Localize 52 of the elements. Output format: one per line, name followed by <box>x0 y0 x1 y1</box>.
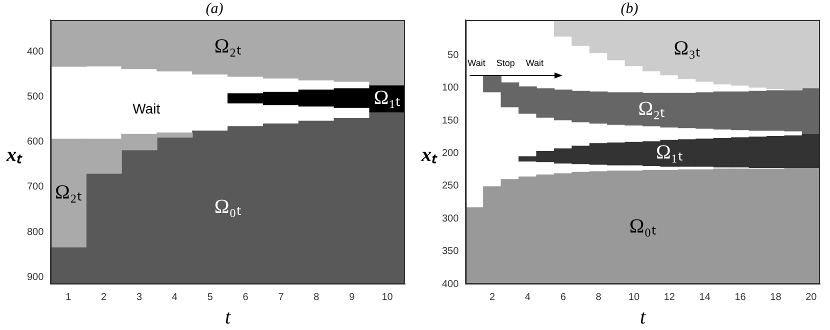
series-label: Ω₃ₜ <box>674 38 701 60</box>
x-tick-label: 16 <box>734 292 746 303</box>
y-tick-label: 400 <box>26 46 44 58</box>
x-tick-label: 9 <box>349 292 356 303</box>
x-tick-label: 2 <box>101 292 108 303</box>
series-label: Ω₀ₜ <box>214 196 242 218</box>
annotation: Wait <box>526 58 544 68</box>
x-tick-label: 3 <box>136 292 142 303</box>
series-label: Ω₁ₜ <box>656 142 683 164</box>
x-tick-label: 10 <box>382 292 394 303</box>
x-tick-label: 20 <box>806 292 818 303</box>
y-tick-label: 350 <box>442 246 460 258</box>
chart-title: (b) <box>620 0 638 17</box>
annotation: Wait <box>132 100 160 117</box>
chart-title: (a) <box>206 0 224 17</box>
x-tick-label: 4 <box>524 292 531 303</box>
y-tick-label: 600 <box>26 136 44 148</box>
y-axis-title: xₜ <box>6 144 22 166</box>
series-label: Ω₁ₜ <box>374 86 401 109</box>
x-tick-label: 8 <box>314 292 320 303</box>
y-tick-label: 100 <box>442 82 460 94</box>
y-tick-label: 900 <box>26 272 44 283</box>
y-tick-label: 300 <box>442 213 460 224</box>
series-label: Ω₂ₜ <box>214 35 242 58</box>
y-tick-label: 800 <box>26 226 44 238</box>
x-tick-label: 18 <box>770 292 782 303</box>
x-tick-label: 5 <box>207 292 214 303</box>
series-label: Ω₂ₜ <box>638 98 666 120</box>
x-tick-label: 4 <box>172 292 178 303</box>
y-tick-label: 150 <box>442 115 460 126</box>
y-tick-label: 400 <box>442 278 460 290</box>
x-tick-label: 7 <box>278 292 284 303</box>
x-tick-label: 8 <box>596 292 602 303</box>
x-axis-title: t <box>640 306 646 328</box>
series-label: Ω₀ₜ <box>629 216 656 238</box>
x-tick-label: 10 <box>628 292 640 303</box>
series-label: Ω₂ₜ <box>54 181 82 204</box>
x-tick-label: 12 <box>664 292 676 303</box>
y-tick-label: 200 <box>442 148 460 160</box>
x-axis-title: t <box>225 306 232 328</box>
x-tick-label: 6 <box>242 292 249 303</box>
y-axis-title: xₜ <box>420 144 438 166</box>
x-tick-label: 1 <box>66 292 72 303</box>
annotation: Wait <box>468 58 486 68</box>
y-tick-label: 250 <box>442 180 460 192</box>
x-tick-label: 6 <box>560 292 566 303</box>
x-tick-label: 14 <box>699 292 711 303</box>
y-tick-label: 500 <box>26 91 44 102</box>
x-tick-label: 2 <box>489 292 496 303</box>
y-tick-label: 700 <box>26 182 44 193</box>
annotation: Stop <box>496 58 515 68</box>
y-tick-label: 50 <box>448 50 460 62</box>
